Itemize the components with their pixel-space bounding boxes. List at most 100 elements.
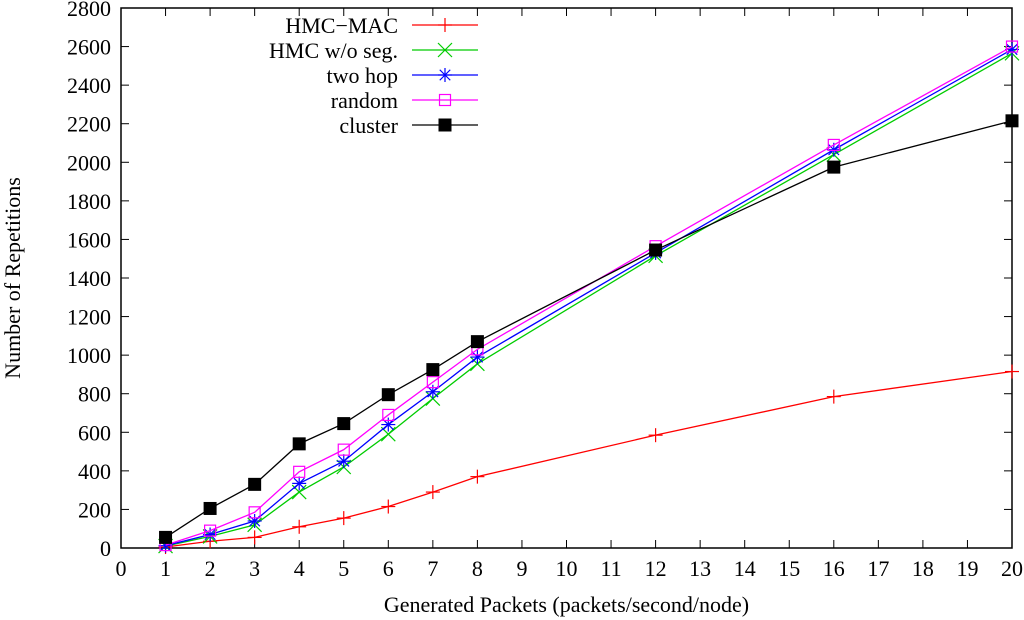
data-point: [159, 530, 173, 544]
series-2: [158, 42, 1019, 553]
data-point: [382, 408, 395, 422]
data-point: [470, 350, 485, 365]
legend-label: two hop: [327, 63, 399, 88]
data-point: [470, 335, 484, 349]
data-point: [248, 477, 262, 491]
data-point: [204, 524, 217, 537]
x-tick-label: 17: [867, 556, 889, 581]
legend-marker: [438, 118, 452, 132]
y-tick-label: 1200: [67, 305, 111, 330]
legend-label: cluster: [339, 113, 398, 138]
data-point: [248, 506, 261, 519]
x-axis-title: Generated Packets (packets/second/node): [384, 592, 749, 617]
y-tick-label: 200: [78, 497, 111, 522]
x-tick-label: 2: [205, 556, 216, 581]
data-point: [826, 389, 841, 404]
data-point: [203, 527, 218, 542]
series-line: [165, 120, 1013, 538]
data-point: [381, 417, 396, 432]
data-point: [425, 384, 440, 399]
legend-entry: HMC w/o seg.: [269, 38, 478, 63]
y-tick-label: 2600: [67, 35, 111, 60]
data-point: [381, 499, 396, 514]
data-point: [827, 160, 841, 174]
x-tick-label: 20: [1001, 556, 1023, 581]
y-tick-label: 2800: [67, 0, 111, 21]
x-tick-label: 8: [472, 556, 483, 581]
data-point: [1005, 40, 1019, 53]
y-tick-label: 2200: [67, 112, 111, 137]
legend-entry: random: [331, 88, 478, 113]
y-tick-label: 2400: [67, 73, 111, 98]
legend-label: random: [331, 88, 398, 113]
series-line: [165, 370, 1013, 548]
series-line: [165, 46, 1013, 546]
legend-entry: cluster: [339, 113, 478, 138]
legend-entry: two hop: [327, 63, 478, 88]
data-point: [649, 243, 663, 257]
y-tick-label: 1800: [67, 189, 111, 214]
x-tick-label: 6: [383, 556, 394, 581]
data-point: [648, 428, 663, 443]
legend-marker: [438, 68, 452, 82]
data-point: [426, 376, 439, 389]
series-line: [165, 52, 1013, 547]
legend-marker: [438, 93, 452, 107]
series-line: [165, 48, 1013, 547]
data-point: [247, 514, 262, 528]
series-1: [158, 45, 1020, 554]
x-tick-label: 12: [645, 556, 667, 581]
data-point: [247, 530, 262, 545]
legend-marker: [437, 42, 453, 58]
x-tick-label: 16: [823, 556, 845, 581]
data-point: [292, 437, 306, 451]
y-tick-label: 600: [78, 420, 111, 445]
data-point: [827, 138, 840, 152]
y-axis-title: Number of Repetitions: [0, 177, 25, 379]
x-tick-label: 9: [516, 556, 527, 581]
data-point: [336, 454, 351, 469]
data-point: [293, 465, 306, 478]
x-tick-label: 4: [294, 556, 305, 581]
data-point: [337, 443, 350, 456]
legend-label: HMC w/o seg.: [269, 38, 398, 63]
x-tick-label: 11: [600, 556, 621, 581]
plot-frame: [120, 7, 1013, 549]
x-tick-label: 5: [338, 556, 349, 581]
data-point: [337, 417, 351, 431]
data-point: [203, 501, 217, 515]
y-tick-label: 1400: [67, 266, 111, 291]
x-tick-label: 3: [249, 556, 260, 581]
series-3: [159, 40, 1019, 552]
data-point: [470, 469, 485, 484]
y-tick-label: 1000: [67, 343, 111, 368]
y-tick-label: 1600: [67, 227, 111, 252]
y-tick-label: 0: [100, 536, 111, 561]
series-0: [158, 364, 1019, 555]
data-point: [292, 519, 307, 534]
y-tick-label: 400: [78, 459, 111, 484]
data-point: [292, 476, 307, 491]
y-tick-label: 2000: [67, 150, 111, 175]
series-4: [159, 114, 1019, 544]
legend-marker: [438, 18, 452, 32]
legend-entry: HMC−MAC: [285, 13, 478, 38]
data-point: [426, 363, 440, 377]
data-point: [425, 485, 440, 500]
x-tick-label: 15: [778, 556, 800, 581]
data-point: [1005, 364, 1019, 379]
x-tick-label: 1: [160, 556, 171, 581]
x-tick-label: 14: [734, 556, 756, 581]
data-point: [1005, 114, 1019, 128]
x-tick-label: 0: [116, 556, 127, 581]
data-point: [336, 511, 351, 526]
x-tick-label: 19: [956, 556, 978, 581]
x-tick-label: 7: [427, 556, 438, 581]
y-tick-label: 800: [78, 382, 111, 407]
x-tick-label: 10: [556, 556, 578, 581]
legend-label: HMC−MAC: [285, 13, 398, 38]
x-tick-label: 18: [912, 556, 934, 581]
data-point: [381, 388, 395, 402]
x-tick-label: 13: [689, 556, 711, 581]
